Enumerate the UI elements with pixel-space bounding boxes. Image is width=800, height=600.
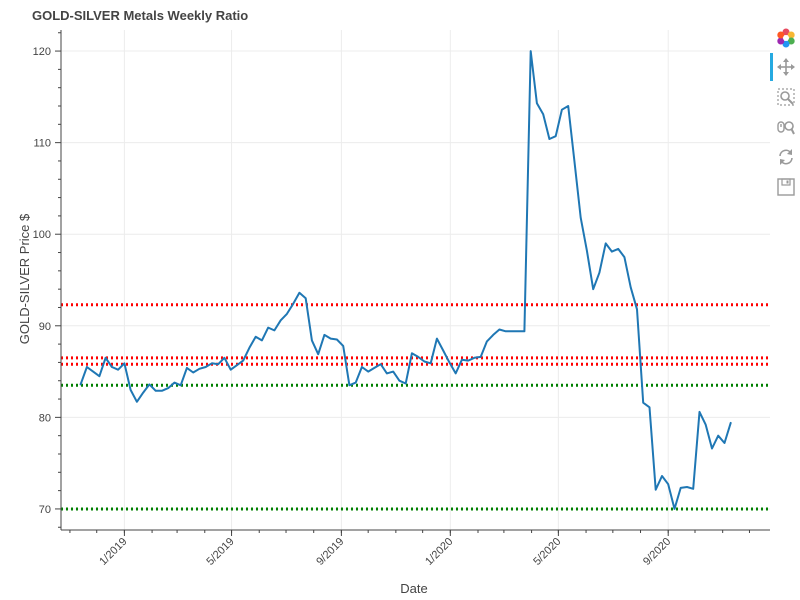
y-tick-label: 80 — [39, 412, 51, 424]
x-tick-label: 5/2019 — [204, 536, 236, 568]
chart-title: GOLD-SILVER Metals Weekly Ratio — [32, 8, 249, 23]
x-axis-ticks: 1/2019 5/2019 9/2019 1/2020 5/2020 9/2020 — [69, 530, 750, 568]
x-tick-label: 1/2019 — [97, 536, 129, 568]
y-tick-label: 70 — [39, 504, 51, 516]
reset-icon[interactable] — [776, 147, 796, 167]
x-tick-label: 1/2020 — [423, 536, 455, 568]
axes — [60, 30, 770, 531]
x-tick-label: 9/2019 — [314, 536, 346, 568]
y-axis-label: GOLD-SILVER Price $ — [17, 213, 32, 344]
pan-icon[interactable] — [776, 57, 796, 77]
y-tick-label: 110 — [33, 138, 51, 150]
chart-toolbar — [770, 24, 800, 204]
x-tick-label: 5/2020 — [531, 536, 563, 568]
bokeh-logo-icon[interactable] — [776, 28, 796, 48]
y-axis-ticks: 70 80 90 100 110 120 — [33, 32, 61, 528]
box-zoom-icon[interactable] — [776, 87, 796, 107]
reference-lines — [61, 303, 770, 511]
x-tick-label: 9/2020 — [641, 536, 673, 568]
save-icon[interactable] — [776, 177, 796, 197]
y-tick-label: 90 — [39, 321, 51, 333]
series-group — [79, 50, 732, 510]
active-tool-indicator — [770, 53, 773, 81]
x-axis-label: Date — [400, 581, 427, 596]
y-tick-label: 100 — [33, 229, 51, 241]
chart-plot[interactable]: 70 80 90 100 110 120 1/2019 5/2019 9/2019 1/2020… — [0, 0, 770, 600]
grid-lines — [61, 30, 770, 530]
y-tick-label: 120 — [33, 46, 51, 58]
wheel-zoom-icon[interactable] — [776, 117, 796, 137]
series-line — [79, 50, 732, 510]
